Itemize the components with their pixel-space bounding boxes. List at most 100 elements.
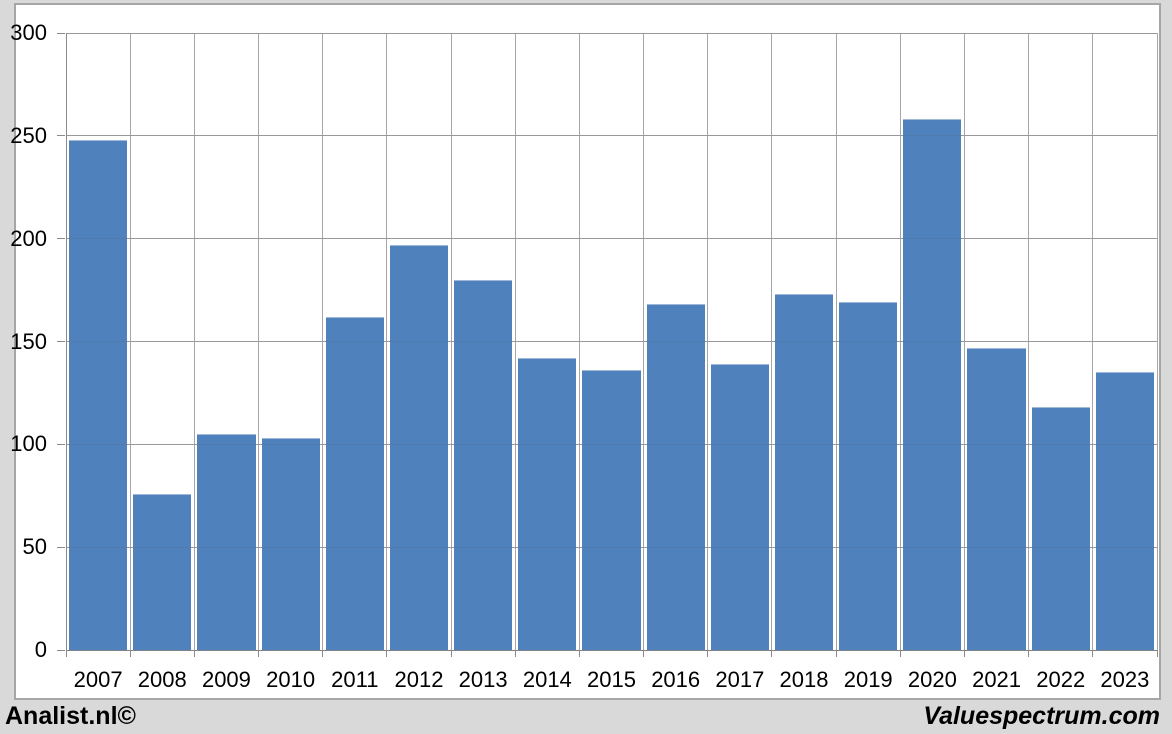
x-axis-label-2020: 2020 [907, 667, 957, 692]
gridline-vertical-3 [258, 33, 260, 650]
gridline-vertical-5 [386, 33, 388, 650]
x-axis-label-2013: 2013 [458, 667, 508, 692]
bar-2021 [967, 347, 1026, 650]
gridline-vertical-11 [771, 33, 773, 650]
bar-2020 [903, 119, 962, 650]
y-tick-mark-300 [57, 32, 65, 34]
bar-2012 [389, 244, 449, 650]
bar-2023 [1095, 372, 1154, 650]
y-tick-mark-200 [57, 238, 65, 240]
gridline-vertical-14 [963, 33, 965, 650]
x-tick-mark-8 [578, 650, 580, 657]
gridline-vertical-4 [322, 33, 324, 650]
gridline-vertical-2 [193, 33, 195, 650]
x-tick-mark-1 [129, 650, 131, 657]
gridline-vertical-12 [835, 33, 837, 650]
gridline-vertical-7 [514, 33, 516, 650]
bar-2014 [518, 357, 577, 650]
x-tick-mark-10 [707, 650, 709, 657]
x-axis-line [66, 650, 1157, 651]
bar-2015 [582, 370, 641, 650]
y-tick-mark-250 [57, 135, 65, 137]
valuespectrum-credit: Valuespectrum.com [923, 702, 1160, 730]
x-tick-mark-17 [1156, 650, 1158, 657]
x-tick-mark-9 [643, 650, 645, 657]
x-axis-label-2011: 2011 [331, 667, 379, 692]
gridline-horizontal-250 [66, 135, 1157, 137]
x-axis-label-2023: 2023 [1100, 667, 1150, 692]
gridline-overlay-250 [66, 135, 1157, 137]
chart-frame: 0 50 100 150 200 250 300 2007 2008 2009 2010 2011 20… [10, 3, 1161, 700]
bar-2010 [261, 438, 320, 650]
x-axis-label-2019: 2019 [843, 667, 893, 692]
y-axis-label-300: 300 [10, 20, 47, 45]
x-axis-label-2008: 2008 [137, 667, 187, 692]
x-tick-mark-0 [65, 650, 67, 657]
gridline-vertical-10 [707, 33, 709, 650]
bar-2008 [133, 493, 192, 650]
gridline-horizontal-300 [66, 32, 1157, 34]
gridline-vertical-6 [450, 33, 452, 650]
gridline-overlay-300 [66, 32, 1157, 34]
gridline-horizontal-200 [66, 238, 1157, 240]
x-axis-label-2007: 2007 [73, 667, 123, 692]
bar-2022 [1031, 407, 1090, 650]
y-tick-mark-150 [57, 341, 65, 342]
y-tick-mark-0 [57, 649, 65, 651]
x-tick-mark-15 [1028, 650, 1030, 657]
x-axis-label-2017: 2017 [715, 667, 765, 692]
plot-area: 0 50 100 150 200 250 300 2007 2008 2009 2010 2011 20… [10, 20, 1158, 692]
gridline-overlay-150 [66, 341, 1157, 342]
x-tick-mark-7 [514, 650, 516, 657]
gridline-overlay-50 [66, 546, 1157, 548]
y-axis-label-200: 200 [10, 225, 47, 251]
bar-2019 [839, 302, 898, 650]
bar-2018 [774, 294, 834, 650]
gridline-vertical-8 [578, 33, 580, 650]
gridline-overlay-0 [66, 649, 1157, 651]
y-tick-mark-100 [57, 443, 65, 445]
x-axis-label-2009: 2009 [201, 667, 251, 692]
x-tick-mark-16 [1092, 650, 1094, 657]
x-axis-label-2014: 2014 [522, 667, 572, 692]
y-axis-label-0: 0 [34, 637, 47, 662]
bar-2007 [69, 139, 128, 650]
bar-2016 [646, 304, 705, 650]
gridline-vertical-9 [643, 33, 645, 650]
x-axis-label-2016: 2016 [651, 667, 701, 692]
gridline-vertical-1 [129, 33, 131, 650]
gridline-vertical-15 [1028, 33, 1030, 650]
gridline-vertical-16 [1092, 33, 1094, 650]
gridline-vertical-17 [1156, 33, 1158, 650]
x-axis-label-2018: 2018 [779, 667, 829, 692]
gridline-vertical-13 [899, 33, 901, 650]
gridline-overlay-200 [66, 238, 1157, 240]
x-axis-label-2012: 2012 [394, 667, 444, 692]
x-tick-mark-3 [258, 650, 260, 657]
x-tick-mark-6 [450, 650, 452, 657]
y-tick-mark-50 [57, 546, 65, 548]
x-tick-mark-13 [899, 650, 901, 657]
x-tick-mark-2 [193, 650, 195, 657]
bar-2013 [454, 279, 513, 650]
analist-credit: Analist.nl© [5, 702, 136, 730]
x-tick-mark-12 [835, 650, 837, 657]
gridline-overlay-100 [66, 443, 1157, 445]
x-tick-mark-4 [322, 650, 324, 657]
x-tick-mark-11 [771, 650, 773, 657]
y-axis-label-100: 100 [10, 431, 47, 457]
x-axis-label-2022: 2022 [1036, 667, 1086, 692]
x-axis-label-2015: 2015 [587, 667, 636, 692]
gridline-horizontal-150 [66, 341, 1157, 342]
bar-2017 [710, 364, 769, 650]
x-axis-label-2021: 2021 [972, 667, 1022, 692]
bar-2011 [325, 316, 384, 650]
x-tick-mark-14 [963, 650, 965, 657]
y-axis-label-50: 50 [22, 534, 47, 560]
bar-2009 [197, 434, 256, 650]
y-axis-line [66, 33, 67, 650]
y-axis-label-250: 250 [10, 122, 47, 148]
y-axis-label-150: 150 [10, 328, 47, 354]
x-axis-label-2010: 2010 [266, 667, 316, 692]
